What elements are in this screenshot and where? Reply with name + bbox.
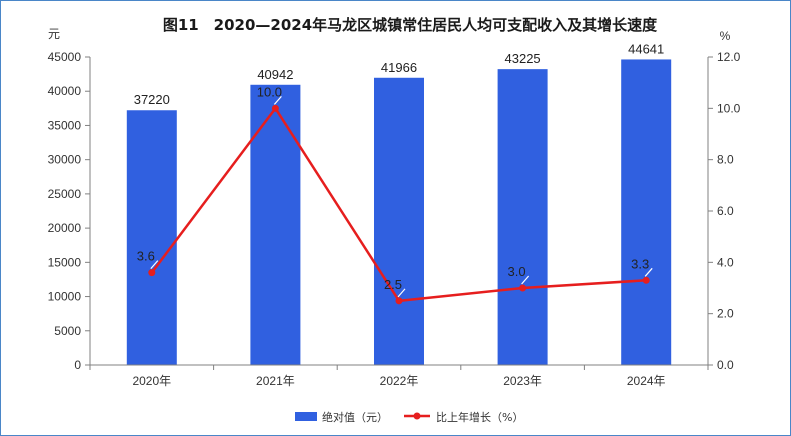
bar [126,110,177,365]
growth-point [642,276,650,284]
left-axis-ticks: 0 5000 10000 15000 20000 25000 30000 35000 40000… [48,50,90,372]
bar-value-label: 37220 [134,92,170,107]
legend-bar-label: 绝对值（元） [322,410,388,424]
bar-value-label: 41966 [381,60,417,75]
right-axis-ticks: 0.0 2.0 4.0 6.0 8.0 10.0 12.0 [708,50,741,372]
right-axis-unit: % [720,29,731,43]
growth-point [395,297,403,305]
legend-line-label: 比上年增长（%） [436,410,523,424]
left-tick-label: 10000 [48,290,82,304]
growth-label-leader [273,95,282,105]
growth-point [519,284,527,292]
x-tick-label: 2023年 [503,374,542,388]
x-tick-label: 2020年 [132,374,171,388]
bar-value-label: 44641 [628,41,664,56]
growth-label-leader [150,260,159,269]
x-tick-label: 2024年 [627,374,666,388]
left-tick-label: 15000 [48,255,82,269]
growth-point [271,104,279,112]
growth-value-label: 3.6 [137,249,155,264]
legend-line-marker [413,412,421,420]
x-axis-ticks: 2020年 2021年 2022年 2023年 2024年 [89,365,709,388]
growth-value-label: 3.0 [508,264,526,279]
chart-title: 图11 2020—2024年马龙区城镇常住居民人均可支配收入及其增长速度 [163,16,658,34]
line-series: 3.6 10.0 2.5 3.0 3.3 [137,84,653,305]
bar [497,69,548,365]
bar-series: 37220 40942 41966 43225 44641 [126,41,672,366]
right-tick-label: 4.0 [717,255,734,269]
left-tick-label: 20000 [48,221,82,235]
left-tick-label: 5000 [54,324,81,338]
growth-label-leader [521,275,530,285]
left-tick-label: 30000 [48,153,82,167]
growth-label-leader [397,288,406,298]
left-tick-label: 45000 [48,50,82,64]
right-tick-label: 6.0 [717,204,734,218]
right-tick-label: 10.0 [717,101,741,115]
right-tick-label: 0.0 [717,358,734,372]
right-tick-label: 8.0 [717,153,734,167]
right-tick-label: 12.0 [717,50,741,64]
bar [250,84,301,366]
bar [374,77,424,365]
bar-value-label: 40942 [257,67,293,82]
legend-bar-swatch [295,412,317,421]
bar [621,59,672,366]
left-tick-label: 25000 [48,187,82,201]
left-axis-unit: 元 [48,27,60,41]
growth-point [148,269,156,277]
left-tick-label: 40000 [48,84,82,98]
x-tick-label: 2021年 [256,374,295,388]
x-tick-label: 2022年 [380,374,419,388]
bar-value-label: 43225 [505,51,541,66]
left-tick-label: 35000 [48,118,82,132]
growth-label-leader [644,267,653,277]
right-tick-label: 2.0 [717,307,734,321]
growth-value-label: 2.5 [384,277,402,292]
growth-value-label: 3.3 [631,256,649,271]
growth-value-label: 10.0 [257,84,282,99]
left-tick-label: 0 [74,358,81,372]
legend: 绝对值（元） 比上年增长（%） [295,410,523,424]
